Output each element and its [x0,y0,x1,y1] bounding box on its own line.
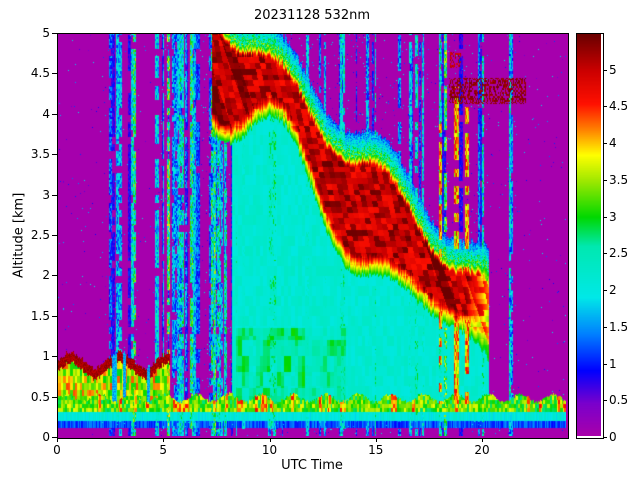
colorbar-tick-label: 5 [609,62,617,77]
colorbar-tick-label: 1 [609,356,617,371]
x-tick-label: 15 [368,443,384,457]
colorbar-tick-label: 4 [609,136,617,151]
colorbar-tick-label: 0.5 [609,393,629,408]
colorbar-tick-label: 1.5 [609,319,629,334]
colorbar-tick-label: 2 [609,283,617,298]
x-tick-label: 10 [261,443,278,457]
colorbar-tick-label: 0 [609,430,617,444]
colorbar-tick-label: 4.5 [609,99,629,114]
colorbar [576,33,604,439]
x-tick-label: 0 [53,443,61,457]
chart-title: 20231128 532nm [253,8,371,23]
colorbar-canvas [577,34,601,436]
x-tick-label: 20 [474,443,490,457]
colorbar-tick-label: 3 [609,209,617,224]
colorbar-tick-label: 2.5 [609,246,629,261]
y-axis-label: Altitude [km] [11,192,27,278]
x-axis-label: UTC Time [281,458,343,473]
x-tick-label: 5 [159,443,168,457]
plot-area [57,33,569,439]
colorbar-tick-label: 3.5 [609,172,629,187]
heatmap-canvas [58,34,566,436]
